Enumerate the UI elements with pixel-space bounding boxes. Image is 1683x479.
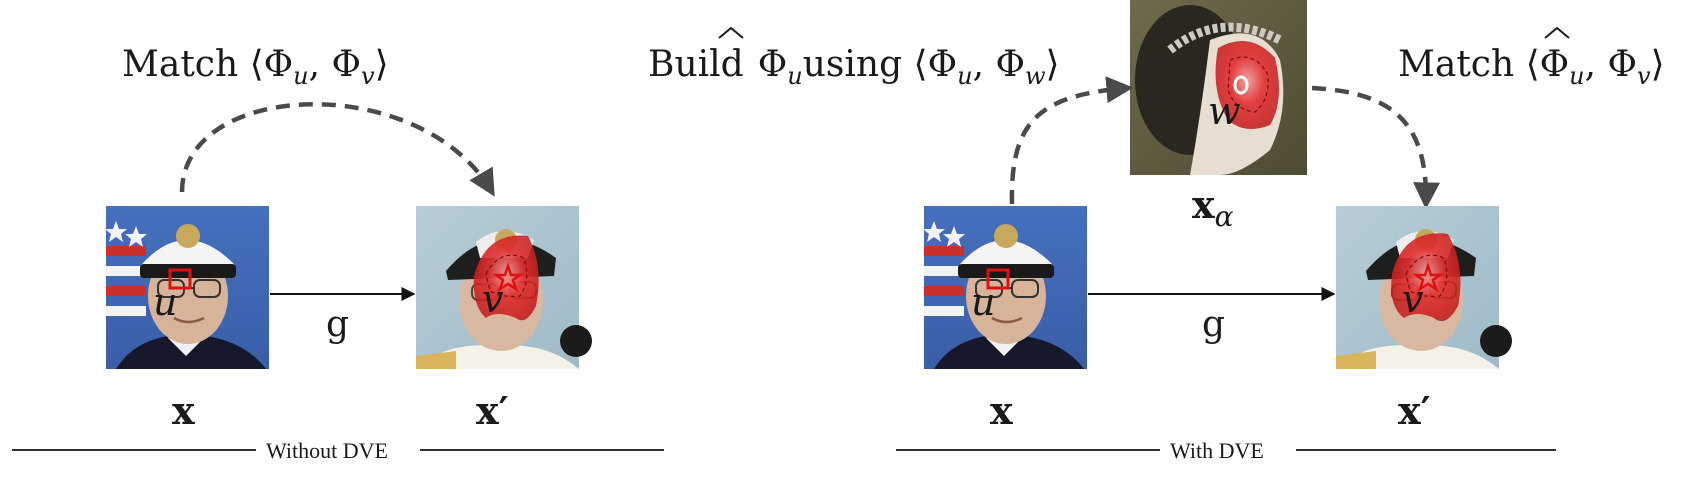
right-map-label: g [1202, 304, 1225, 345]
hat-mark-2 [1544, 26, 1570, 39]
left-section-caption: Without DVE [266, 438, 388, 463]
square-marker-icon [986, 268, 1010, 290]
aux-symbol: xα [1192, 182, 1234, 233]
right-source-symbol: x [990, 388, 1013, 433]
right-section-caption: With DVE [1170, 438, 1264, 463]
hat-mark [718, 26, 744, 39]
right-match-title: Match ⟨Φu, Φv⟩ [1398, 44, 1665, 90]
right-target-symbol: x′ [1398, 388, 1431, 433]
left-point-u: u [153, 280, 177, 324]
square-marker-icon [168, 268, 192, 290]
right-point-w: w [1208, 89, 1241, 133]
star-marker-icon [492, 262, 524, 292]
right-panel: Build Φuusing ⟨Φu, Φw⟩ Match ⟨Φu, Φv⟩ w x… [648, 0, 1665, 463]
right-target-image: v [1335, 205, 1513, 370]
right-match-arrow [1311, 85, 1441, 210]
painting-image: w [1130, 0, 1307, 176]
left-target-image: v [415, 205, 593, 370]
left-panel: Match ⟨Φu, Φv⟩ u v g x x′ Without DVE [12, 44, 664, 463]
left-target-symbol: x′ [476, 388, 509, 433]
left-match-title: Match ⟨Φu, Φv⟩ [122, 44, 389, 90]
circle-marker-icon [1233, 75, 1249, 95]
star-marker-icon [1412, 262, 1444, 292]
left-source-symbol: x [172, 388, 195, 433]
heatmap-region-2 [1391, 233, 1461, 322]
heatmap-region [473, 235, 539, 321]
right-build-title: Build Φuusing ⟨Φu, Φw⟩ [648, 44, 1060, 90]
left-map-label: g [326, 304, 349, 345]
build-arrow [1009, 76, 1134, 205]
left-point-v: v [482, 277, 504, 321]
right-source-image: u [921, 204, 1089, 371]
right-point-u: u [971, 280, 995, 324]
right-point-v: v [1402, 277, 1424, 321]
left-match-arrow [179, 102, 495, 197]
left-source-image: u [103, 204, 271, 371]
